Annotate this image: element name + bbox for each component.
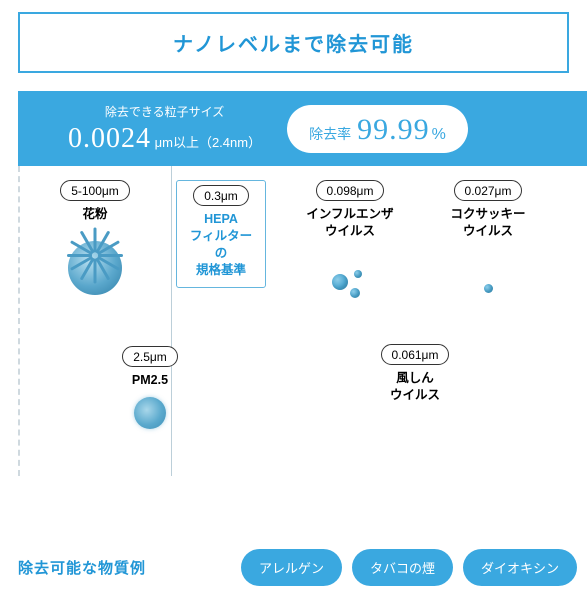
coxsackie-icon [428,280,548,298]
hepa-size-pill: 0.3μm [193,185,249,206]
size-value-number: 0.0024 [68,123,151,154]
rubella-line2: ウイルス [355,387,475,404]
removal-rate-pill: 除去率 99.99 % [287,105,468,153]
hepa-line3: 規格基準 [185,262,257,279]
coxsackie-line2: ウイルス [428,223,548,240]
hepa-box: 0.3μm HEPA フィルターの 規格基準 [176,180,266,288]
particle-coxsackie: 0.027μm コクサッキー ウイルス [428,180,548,298]
particle-influenza: 0.098μm インフルエンザ ウイルス [290,180,410,311]
particle-pollen: 5-100μm 花粉 [25,180,165,307]
particle-hepa: 0.3μm HEPA フィルターの 規格基準 [176,180,266,288]
arrow-body: 除去できる粒子サイズ 0.0024 μm以上（2.4nm） 除去率 99.99 … [18,91,587,166]
pollen-icon [25,229,165,307]
footer-label: 除去可能な物質例 [18,557,146,578]
rubella-size-pill: 0.061μm [381,344,450,365]
hepa-line1: HEPA [185,211,257,228]
particle-pm25: 2.5μm PM2.5 [100,346,200,434]
chip-dioxin: ダイオキシン [463,549,577,586]
pm25-icon [100,397,200,434]
rate-unit: % [432,126,446,144]
chip-row: アレルゲン タバコの煙 ダイオキシン [241,549,577,586]
influenza-line1: インフルエンザ [290,206,410,223]
rate-label: 除去率 [309,124,351,144]
chip-tobacco: タバコの煙 [352,549,453,586]
particle-rubella: 0.061μm 風しん ウイルス [355,344,475,404]
arrow-bar: 除去できる粒子サイズ 0.0024 μm以上（2.4nm） 除去率 99.99 … [18,91,587,166]
hepa-line2: フィルターの [185,228,257,262]
influenza-icon [290,270,410,311]
footer: 除去可能な物質例 アレルゲン タバコの煙 ダイオキシン [18,549,577,586]
pollen-size-pill: 5-100μm [60,180,130,201]
pm25-size-pill: 2.5μm [122,346,178,367]
chip-allergen: アレルゲン [241,549,342,586]
pollen-label: 花粉 [25,206,165,223]
pm25-label: PM2.5 [100,372,200,389]
rate-value: 99.99 [357,113,430,147]
size-value-unit: μm以上（2.4nm） [155,135,261,150]
title-text: ナノレベルまで除去可能 [173,34,414,56]
particle-chart: 5-100μm 花粉 2.5μm PM2.5 [18,166,569,476]
coxsackie-line1: コクサッキー [428,206,548,223]
rubella-line1: 風しん [355,370,475,387]
influenza-size-pill: 0.098μm [316,180,385,201]
size-value: 0.0024 μm以上（2.4nm） [68,123,261,155]
coxsackie-size-pill: 0.027μm [454,180,523,201]
title-box: ナノレベルまで除去可能 [18,12,569,73]
influenza-line2: ウイルス [290,223,410,240]
size-label: 除去できる粒子サイズ [68,103,261,120]
particle-size-block: 除去できる粒子サイズ 0.0024 μm以上（2.4nm） [68,103,261,155]
